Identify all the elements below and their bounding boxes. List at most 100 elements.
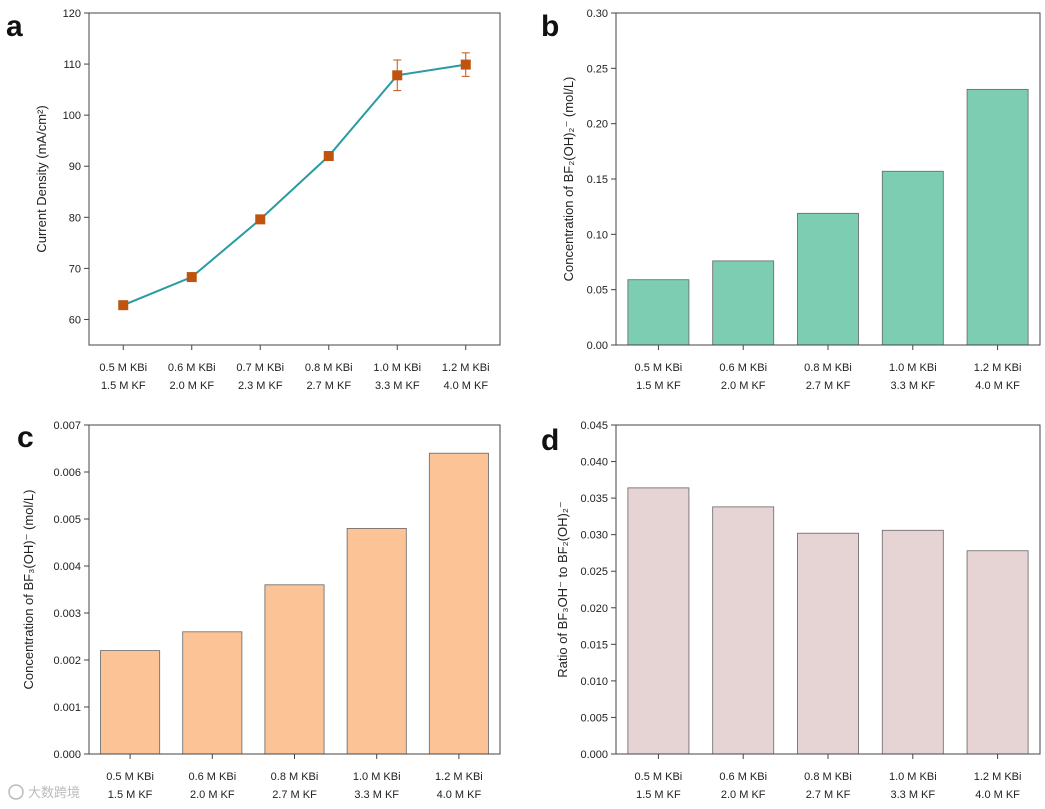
plot-frame-a [88,12,501,346]
ytick-label-d-1: 0.005 [580,712,608,724]
xtick-label1-b-3: 1.0 M KBi [889,362,937,374]
xtick-label1-a-4: 1.0 M KBi [373,362,421,374]
ytick-label-a-2: 80 [69,212,81,224]
ytick-label-d-3: 0.015 [580,639,608,651]
ytick-label-b-1: 0.05 [587,285,608,297]
xtick-label2-a-5: 4.0 M KF [443,380,488,392]
marker-a-2 [255,214,266,225]
ylabel-d: Ratio of BF₃OH⁻ to BF₂(OH)₂⁻ [555,501,570,677]
xtick-label2-d-4: 4.0 M KF [975,789,1020,801]
panel-label-b: b [541,10,559,43]
xtick-label2-b-3: 3.3 M KF [890,380,935,392]
xtick-label2-d-1: 2.0 M KF [721,789,766,801]
xtick-label1-b-2: 0.8 M KBi [804,362,852,374]
xtick-label2-c-1: 2.0 M KF [190,789,235,801]
ytick-label-c-3: 0.003 [53,608,81,620]
xtick-label2-a-3: 2.7 M KF [306,380,351,392]
xtick-label1-a-2: 0.7 M KBi [236,362,284,374]
xtick-label1-c-3: 1.0 M KBi [353,771,401,783]
bar-b-2 [797,212,859,346]
bar-c-4 [428,452,489,755]
bar-c-1 [182,631,243,755]
chart-d: 0.000 0.005 0.010 0.015 0.020 0.025 0.030 0.035… [555,420,1041,801]
xtick-label2-a-2: 2.3 M KF [238,380,283,392]
ytick-label-a-5: 110 [63,59,81,71]
ytick-label-b-6: 0.30 [587,8,608,20]
bar-b-3 [881,170,944,346]
xtick-label2-b-0: 1.5 M KF [636,380,681,392]
xtick-label2-c-2: 2.7 M KF [272,789,317,801]
ytick-label-d-9: 0.045 [580,420,608,432]
ytick-label-d-0: 0.000 [580,749,608,761]
xtick-label1-d-3: 1.0 M KBi [889,771,937,783]
xtick-label2-a-1: 2.0 M KF [169,380,214,392]
xtick-label2-d-0: 1.5 M KF [636,789,681,801]
ytick-label-b-4: 0.20 [587,119,608,131]
ytick-label-b-2: 0.10 [587,229,608,241]
xtick-label1-c-0: 0.5 M KBi [106,771,154,783]
marker-a-5 [460,59,471,70]
ytick-label-c-1: 0.001 [53,702,81,714]
ytick-label-d-5: 0.025 [580,566,608,578]
panel-label-c: c [17,421,34,454]
xtick-label1-d-2: 0.8 M KBi [804,771,852,783]
bar-d-1 [712,506,775,755]
ylabel-c: Concentration of BF₃(OH)⁻ (mol/L) [21,490,36,690]
watermark: 大数跨境 [8,784,80,801]
panel-label-d: d [541,424,559,457]
bar-c-2 [264,584,325,755]
series-line-a [122,63,466,307]
xtick-label1-b-0: 0.5 M KBi [635,362,683,374]
ytick-label-c-5: 0.005 [53,514,81,526]
bar-b-4 [966,88,1029,346]
chart-a: 60 70 80 90 100 110 120 0.5 M KBi 1.5 M KF 0.6 M … [34,8,501,392]
watermark-icon [8,784,24,800]
xtick-label1-d-4: 1.2 M KBi [974,771,1022,783]
xtick-label2-b-2: 2.7 M KF [806,380,851,392]
chart-b: 0.00 0.05 0.10 0.15 0.20 0.25 0.30 0.5 M KBi 1.5… [561,8,1041,392]
bar-b-0 [627,279,690,346]
xtick-label2-a-4: 3.3 M KF [375,380,420,392]
ytick-label-a-3: 90 [69,161,81,173]
ytick-label-c-4: 0.004 [53,561,81,573]
xtick-label2-d-2: 2.7 M KF [806,789,851,801]
ylabel-b: Concentration of BF₂(OH)₂⁻ (mol/L) [561,77,576,282]
panel-label-a: a [6,10,23,43]
xtick-label2-c-4: 4.0 M KF [437,789,482,801]
xtick-label1-a-1: 0.6 M KBi [168,362,216,374]
marker-a-0 [118,300,129,311]
xtick-label1-c-2: 0.8 M KBi [271,771,319,783]
ytick-label-d-4: 0.020 [580,603,608,615]
ylabel-a: Current Density (mA/cm²) [34,105,49,252]
ytick-label-b-5: 0.25 [587,63,608,75]
xtick-label1-c-4: 1.2 M KBi [435,771,483,783]
ytick-label-d-6: 0.030 [580,530,608,542]
xtick-label1-a-5: 1.2 M KBi [442,362,490,374]
xtick-label2-b-4: 4.0 M KF [975,380,1020,392]
chart-c: 0.000 0.001 0.002 0.003 0.004 0.005 0.006 0.007… [21,420,501,801]
bar-d-3 [881,529,944,755]
ytick-label-d-7: 0.035 [580,493,608,505]
bar-c-0 [100,650,161,755]
xtick-label1-d-0: 0.5 M KBi [635,771,683,783]
marker-a-1 [186,272,197,283]
xtick-label1-d-1: 0.6 M KBi [719,771,767,783]
bar-d-2 [797,532,859,755]
ytick-label-b-3: 0.15 [587,174,608,186]
xtick-label2-b-1: 2.0 M KF [721,380,766,392]
xtick-label2-c-0: 1.5 M KF [108,789,153,801]
marker-a-4 [392,70,403,81]
ytick-label-c-7: 0.007 [53,420,81,432]
xtick-label2-c-3: 3.3 M KF [354,789,399,801]
bar-d-0 [627,487,690,755]
ytick-label-d-2: 0.010 [580,676,608,688]
xtick-label1-a-3: 0.8 M KBi [305,362,353,374]
ytick-label-a-1: 70 [69,263,81,275]
ytick-label-c-6: 0.006 [53,467,81,479]
xtick-label1-b-4: 1.2 M KBi [974,362,1022,374]
ytick-label-a-6: 120 [63,8,81,20]
ytick-label-c-0: 0.000 [53,749,81,761]
xtick-label2-d-3: 3.3 M KF [890,789,935,801]
xtick-label1-c-1: 0.6 M KBi [188,771,236,783]
bar-c-3 [346,528,407,755]
